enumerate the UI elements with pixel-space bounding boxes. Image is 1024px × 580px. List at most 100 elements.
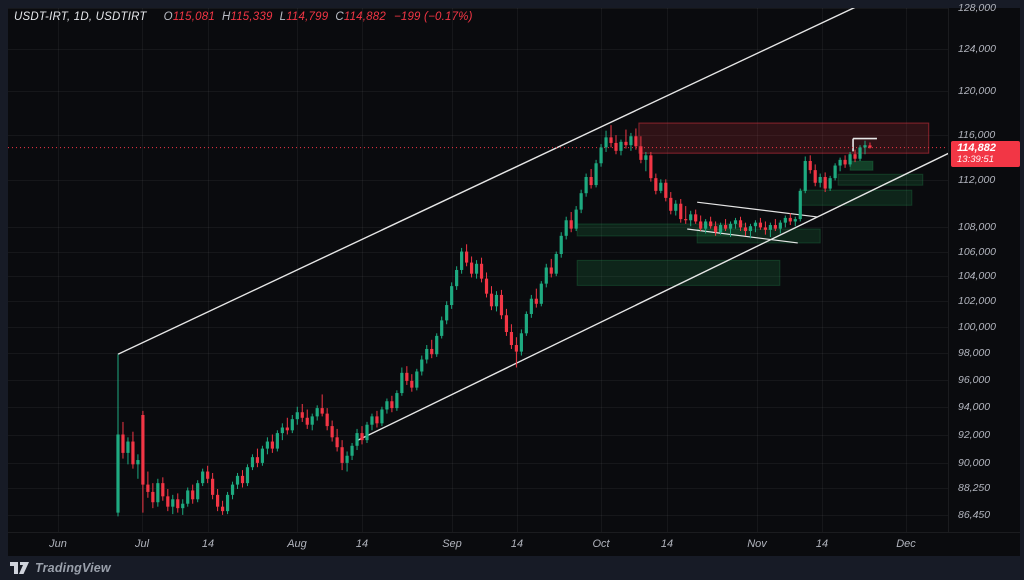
demand-zone-3[interactable] bbox=[576, 259, 781, 286]
candle-body bbox=[395, 393, 399, 409]
tradingview-brand-text[interactable]: TradingView bbox=[35, 561, 111, 575]
candle-body bbox=[803, 160, 807, 191]
candle-body bbox=[310, 416, 314, 425]
candle-body bbox=[235, 475, 240, 485]
candle-body bbox=[216, 494, 220, 507]
zones-layer bbox=[576, 122, 930, 286]
candle-body bbox=[504, 315, 509, 332]
candle-body bbox=[783, 217, 787, 223]
candle-body bbox=[863, 145, 867, 148]
candles[interactable] bbox=[116, 125, 872, 517]
candle-body bbox=[599, 147, 603, 164]
candle-body bbox=[450, 286, 454, 306]
candle-body bbox=[270, 441, 274, 449]
candle-body bbox=[709, 221, 713, 227]
candle-body bbox=[330, 426, 334, 438]
candle-body bbox=[136, 460, 140, 465]
candle-body bbox=[539, 283, 543, 304]
candle-body bbox=[838, 159, 842, 166]
candle-body bbox=[320, 408, 324, 414]
candle-body bbox=[793, 219, 797, 222]
candle-body bbox=[380, 409, 384, 424]
candle-body bbox=[714, 226, 718, 233]
candle-body bbox=[649, 155, 653, 179]
candle-body bbox=[365, 424, 369, 441]
candle-body bbox=[808, 160, 812, 171]
candle-body bbox=[131, 441, 135, 465]
candle-body bbox=[285, 427, 289, 431]
candle-body bbox=[430, 348, 434, 355]
candle-body bbox=[405, 372, 409, 381]
candle-body bbox=[639, 146, 643, 160]
candle-body bbox=[240, 475, 245, 484]
candle-body bbox=[151, 491, 155, 503]
low-label: L bbox=[279, 11, 287, 23]
candle-body bbox=[494, 294, 499, 307]
candle-body bbox=[629, 136, 633, 146]
candle-body bbox=[778, 222, 782, 229]
candle-body bbox=[265, 441, 269, 449]
candle-body bbox=[435, 335, 439, 355]
candle-body bbox=[350, 445, 354, 456]
candle-body bbox=[360, 433, 364, 441]
candle-body bbox=[753, 222, 758, 227]
last-price-badge[interactable]: 114,882 13:39:51 bbox=[951, 141, 1020, 167]
candle-body bbox=[624, 141, 628, 146]
candle-body bbox=[305, 417, 309, 425]
candle-body bbox=[161, 483, 165, 497]
candle-body bbox=[529, 298, 533, 314]
candle-body bbox=[186, 490, 190, 504]
candle-body bbox=[788, 217, 792, 222]
close-value: 114,882 bbox=[343, 11, 386, 23]
candle-body bbox=[201, 471, 205, 484]
candle-body bbox=[479, 263, 484, 279]
candle-body bbox=[191, 490, 195, 500]
candle-body bbox=[385, 401, 389, 410]
channel-upper-line[interactable] bbox=[117, 0, 875, 355]
chart-canvas[interactable] bbox=[8, 8, 1020, 556]
channel-lower-line[interactable] bbox=[357, 148, 960, 441]
supply-zone[interactable] bbox=[638, 122, 930, 154]
candle-body bbox=[594, 163, 598, 186]
candle-body bbox=[584, 177, 588, 194]
candle-body bbox=[176, 499, 180, 509]
symbol-title[interactable]: USDT-IRT, 1D, USDTIRT bbox=[14, 11, 147, 23]
candle-body bbox=[275, 433, 279, 449]
candle-body bbox=[738, 220, 743, 228]
trendlines-layer bbox=[117, 0, 960, 441]
candle-body bbox=[589, 177, 593, 186]
candle-body bbox=[211, 478, 215, 495]
candle-body bbox=[484, 278, 489, 294]
demand-zone-2[interactable] bbox=[696, 228, 821, 244]
candle-body bbox=[141, 415, 145, 485]
high-label: H bbox=[221, 11, 231, 23]
candle-body bbox=[375, 416, 379, 424]
candle-body bbox=[823, 177, 827, 189]
bar-countdown: 13:39:51 bbox=[957, 154, 994, 165]
close-label: C bbox=[335, 11, 344, 23]
candle-body bbox=[694, 214, 698, 222]
candle-body bbox=[425, 348, 429, 360]
tradingview-logo-icon[interactable] bbox=[10, 561, 29, 575]
demand-zone-4[interactable] bbox=[849, 160, 874, 171]
candle-body bbox=[445, 305, 449, 321]
candle-body bbox=[206, 471, 210, 479]
candle-body bbox=[116, 434, 120, 513]
candle-body bbox=[245, 467, 250, 484]
candle-body bbox=[455, 269, 459, 287]
demand-zone-5[interactable] bbox=[837, 173, 924, 186]
candle-body bbox=[604, 137, 608, 148]
candle-body bbox=[370, 416, 374, 425]
candle-body bbox=[255, 457, 260, 463]
candle-body bbox=[768, 225, 772, 230]
candle-body bbox=[514, 345, 518, 352]
candle-body bbox=[225, 494, 230, 512]
candle-body bbox=[181, 503, 185, 509]
candle-body bbox=[300, 412, 304, 418]
open-value: 115,081 bbox=[172, 11, 215, 23]
candle-body bbox=[126, 441, 130, 453]
wedge-upper-line[interactable] bbox=[697, 201, 818, 218]
candle-body bbox=[723, 225, 728, 229]
candle-body bbox=[743, 227, 748, 232]
